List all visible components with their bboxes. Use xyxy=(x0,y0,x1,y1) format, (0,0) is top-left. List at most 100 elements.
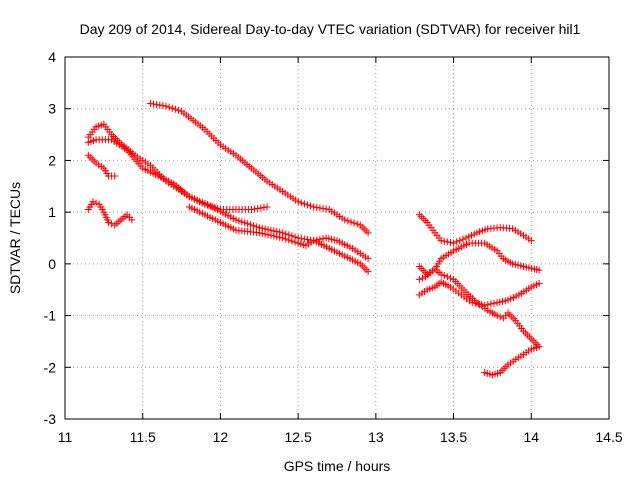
data-point xyxy=(521,329,529,337)
data-point xyxy=(90,157,98,165)
data-point xyxy=(303,236,311,244)
data-point xyxy=(502,363,510,371)
series-track-7 xyxy=(415,211,535,247)
data-point xyxy=(364,229,372,237)
data-point xyxy=(310,237,318,245)
data-point xyxy=(478,301,486,309)
data-points xyxy=(84,100,543,379)
data-point xyxy=(264,231,272,239)
data-point xyxy=(322,205,330,213)
data-point xyxy=(248,206,256,214)
x-tick-label: 12.5 xyxy=(285,429,312,445)
x-tick-label: 14.5 xyxy=(595,429,622,445)
data-point xyxy=(297,235,305,243)
y-tick-label: -3 xyxy=(44,411,57,427)
data-point xyxy=(500,365,508,373)
data-point xyxy=(263,203,271,211)
data-point xyxy=(267,231,275,239)
data-point xyxy=(362,227,370,235)
y-tick-label: 1 xyxy=(48,204,56,220)
data-point xyxy=(313,236,321,244)
data-point xyxy=(86,153,94,161)
data-point xyxy=(282,235,290,243)
data-point xyxy=(273,233,281,241)
data-point xyxy=(471,299,479,307)
data-point xyxy=(260,203,268,211)
data-point xyxy=(247,221,255,229)
data-point xyxy=(204,201,212,209)
data-point xyxy=(490,299,498,307)
data-point xyxy=(313,203,321,211)
series-track-11 xyxy=(481,343,543,379)
y-tick-label: 0 xyxy=(48,256,56,272)
data-point xyxy=(105,218,113,226)
data-point xyxy=(110,133,118,141)
series-track-2 xyxy=(84,120,372,276)
y-tick-label: 2 xyxy=(48,152,56,168)
data-point xyxy=(350,219,358,227)
data-point xyxy=(421,217,429,225)
data-point xyxy=(356,221,364,229)
data-point xyxy=(525,333,533,341)
data-point xyxy=(527,237,535,245)
data-point xyxy=(112,134,120,142)
data-point xyxy=(241,219,249,227)
data-point xyxy=(213,205,221,213)
data-point xyxy=(111,172,119,180)
series-track-10 xyxy=(415,278,543,309)
data-point xyxy=(159,102,167,110)
data-point xyxy=(535,280,543,288)
data-point xyxy=(288,237,296,245)
y-tick-label: 3 xyxy=(48,101,56,117)
data-point xyxy=(535,343,543,351)
data-point xyxy=(84,151,92,159)
data-point xyxy=(484,301,492,309)
data-point xyxy=(88,155,96,163)
data-point xyxy=(168,104,176,112)
data-point xyxy=(150,100,158,108)
data-point xyxy=(468,299,476,307)
x-tick-label: 13.5 xyxy=(440,429,467,445)
data-point xyxy=(162,102,170,110)
data-point xyxy=(506,311,514,319)
series-track-8 xyxy=(415,239,543,278)
data-point xyxy=(171,105,179,113)
data-point xyxy=(307,202,315,210)
data-point xyxy=(251,205,259,213)
data-point xyxy=(415,275,423,283)
data-point xyxy=(364,268,372,276)
data-point xyxy=(419,215,427,223)
series-track-5 xyxy=(185,203,372,263)
data-point xyxy=(358,262,366,270)
data-point xyxy=(254,205,262,213)
data-point xyxy=(362,266,370,274)
data-point xyxy=(174,106,182,114)
data-point xyxy=(238,218,246,226)
data-point xyxy=(89,198,97,206)
data-point xyxy=(92,199,100,207)
data-point xyxy=(303,201,311,209)
data-point xyxy=(294,198,302,206)
data-point xyxy=(316,235,324,243)
plot-frame xyxy=(64,56,610,420)
x-axis-ticks: 11 11.5 12 12.5 13 13.5 14 14.5 xyxy=(58,57,623,445)
data-point xyxy=(235,217,243,225)
data-point xyxy=(364,255,372,263)
data-point xyxy=(446,274,454,282)
data-point xyxy=(300,200,308,208)
data-point xyxy=(300,235,308,243)
data-point xyxy=(496,313,504,321)
data-point xyxy=(128,216,136,224)
data-point xyxy=(297,199,305,207)
x-tick-label: 14 xyxy=(523,429,539,445)
data-point xyxy=(508,313,516,321)
data-point xyxy=(258,229,266,237)
data-point xyxy=(270,232,278,240)
x-tick-label: 11.5 xyxy=(130,429,156,445)
data-point xyxy=(459,235,467,243)
data-point xyxy=(146,100,154,108)
data-point xyxy=(249,222,257,230)
data-point xyxy=(510,315,518,323)
x-axis-label: GPS time / hours xyxy=(284,458,391,474)
data-point xyxy=(446,239,454,247)
